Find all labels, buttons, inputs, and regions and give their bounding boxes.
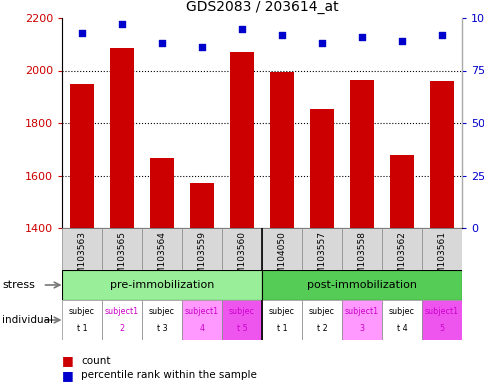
Text: t 5: t 5 [236,324,247,333]
Text: t 4: t 4 [396,324,407,333]
Bar [381,228,421,270]
Bar [309,109,333,228]
Text: subjec: subjec [388,307,414,316]
Text: pre-immobilization: pre-immobilization [109,280,214,290]
Text: GSM103562: GSM103562 [397,231,406,286]
Text: post-immobilization: post-immobilization [306,280,416,290]
Point [78,30,86,36]
Point [277,32,285,38]
Text: GSM103558: GSM103558 [357,231,366,286]
Text: 4: 4 [199,324,204,333]
Text: individual: individual [2,315,53,325]
Bar [62,300,102,340]
Bar [62,228,102,270]
Text: ■: ■ [62,354,74,367]
Text: subject1: subject1 [105,307,139,316]
Text: ■: ■ [62,369,74,382]
Point [318,40,325,46]
Bar [182,300,222,340]
Bar [421,300,461,340]
Bar [341,300,381,340]
Text: 5: 5 [439,324,444,333]
Bar [302,228,341,270]
Bar [229,52,254,228]
Bar [102,300,142,340]
Text: subjec: subjec [149,307,175,316]
Text: t 1: t 1 [276,324,287,333]
Text: subjec: subjec [308,307,334,316]
Text: percentile rank within the sample: percentile rank within the sample [81,370,257,380]
Bar [150,159,174,228]
Text: GSM103564: GSM103564 [157,231,166,286]
Point [357,34,365,40]
Text: stress: stress [2,280,35,290]
Text: subject1: subject1 [344,307,378,316]
Text: GSM103563: GSM103563 [77,231,86,286]
Point [197,44,205,50]
Bar [110,48,134,228]
Text: GSM103559: GSM103559 [197,231,206,286]
Bar [261,270,461,300]
Title: GDS2083 / 203614_at: GDS2083 / 203614_at [185,0,338,14]
Bar [182,228,222,270]
Bar [142,228,182,270]
Bar [270,72,293,228]
Text: subjec: subjec [228,307,255,316]
Bar [421,228,461,270]
Bar [261,300,302,340]
Text: 3: 3 [359,324,364,333]
Bar [70,84,94,228]
Text: GSM103560: GSM103560 [237,231,246,286]
Bar [222,300,261,340]
Bar [142,300,182,340]
Text: 2: 2 [119,324,124,333]
Bar [261,228,302,270]
Text: t 1: t 1 [76,324,87,333]
Text: t 3: t 3 [156,324,167,333]
Text: subject1: subject1 [184,307,219,316]
Point [437,32,445,38]
Bar [102,228,142,270]
Bar [222,228,261,270]
Bar [349,80,373,228]
Bar [429,81,453,228]
Point [118,21,126,27]
Text: GSM103561: GSM103561 [437,231,446,286]
Text: t 2: t 2 [316,324,327,333]
Text: count: count [81,356,111,366]
Bar [341,228,381,270]
Text: GSM103557: GSM103557 [317,231,326,286]
Text: subjec: subjec [69,307,95,316]
Bar [190,184,213,228]
Bar [389,154,413,228]
Text: subjec: subjec [269,307,294,316]
Text: GSM103565: GSM103565 [117,231,126,286]
Point [158,40,166,46]
Text: subject1: subject1 [424,307,458,316]
Point [238,25,245,31]
Bar [62,270,261,300]
Bar [381,300,421,340]
Text: GSM104050: GSM104050 [277,231,286,286]
Bar [302,300,341,340]
Point [397,38,405,44]
